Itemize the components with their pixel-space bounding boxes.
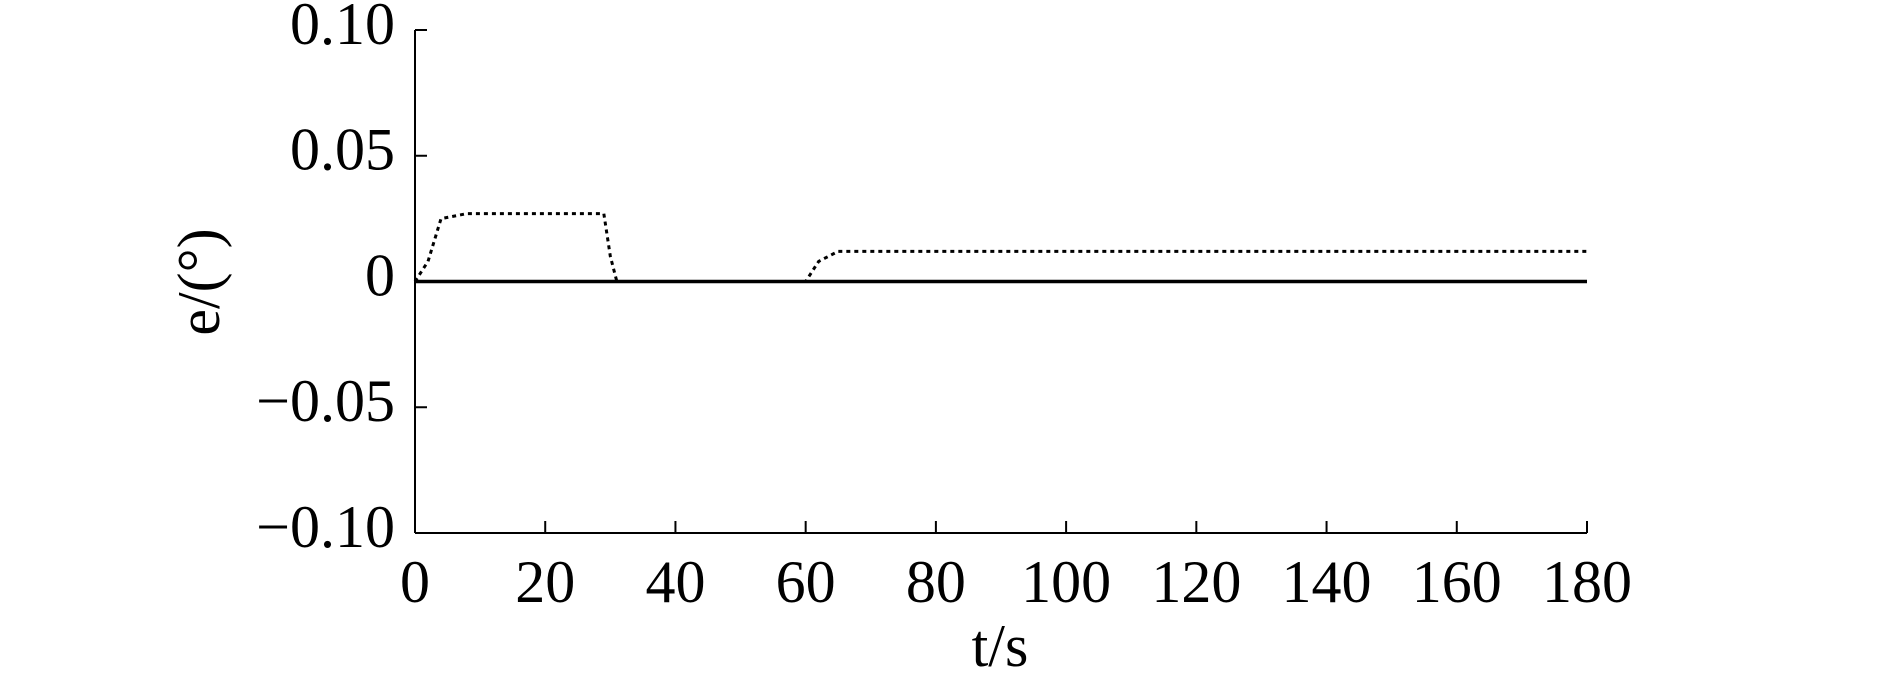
y-axis-label: e/(°)	[166, 228, 232, 335]
y-tick-label: 0.10	[290, 0, 395, 57]
x-tick-label: 80	[906, 549, 966, 615]
x-tick-label: 100	[1021, 549, 1111, 615]
x-tick-label: 0	[400, 549, 430, 615]
x-tick-label: 120	[1151, 549, 1241, 615]
y-tick-label: −0.10	[256, 494, 395, 560]
x-tick-label: 20	[515, 549, 575, 615]
y-tick-label: 0	[365, 242, 395, 308]
y-tick-label: −0.05	[256, 368, 395, 434]
x-tick-label: 40	[645, 549, 705, 615]
y-tick-label: 0.05	[290, 117, 395, 183]
x-tick-label: 60	[776, 549, 836, 615]
line-series	[413, 212, 1587, 283]
x-tick-label: 140	[1282, 549, 1372, 615]
x-axis-label: t/s	[972, 613, 1029, 679]
x-tick-label: 180	[1542, 549, 1632, 615]
x-tick-label: 160	[1412, 549, 1502, 615]
